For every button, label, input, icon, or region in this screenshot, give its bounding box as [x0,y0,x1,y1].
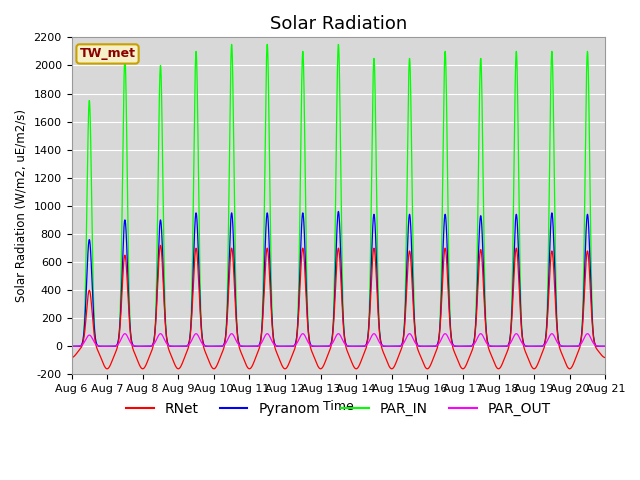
X-axis label: Time: Time [323,400,354,413]
Line: PAR_OUT: PAR_OUT [72,334,605,346]
Line: RNet: RNet [72,245,605,369]
PAR_OUT [584,331,591,336]
PAR_OUT [458,343,465,349]
Pyranom [572,343,580,349]
Title: Solar Radiation: Solar Radiation [270,15,407,33]
RNet [458,365,466,371]
RNet [321,361,328,367]
PAR_OUT [249,343,257,349]
RNet [68,355,76,360]
Pyranom [249,343,257,349]
PAR_IN [572,343,580,349]
PAR_OUT [68,343,76,349]
RNet [249,361,257,367]
PAR_IN [68,343,76,349]
Pyranom [602,343,609,349]
PAR_IN [579,302,587,308]
PAR_OUT [473,337,481,343]
RNet [573,354,580,360]
PAR_OUT [320,343,328,349]
RNet [473,306,481,312]
PAR_OUT [572,343,580,349]
Legend: RNet, Pyranom, PAR_IN, PAR_OUT: RNet, Pyranom, PAR_IN, PAR_OUT [120,396,556,421]
Pyranom [579,313,587,319]
Y-axis label: Solar Radiation (W/m2, uE/m2/s): Solar Radiation (W/m2, uE/m2/s) [15,109,28,302]
PAR_IN [249,343,257,349]
Pyranom [335,209,342,215]
PAR_IN [321,343,328,349]
PAR_IN [458,343,465,349]
RNet [579,317,587,323]
Line: PAR_IN: PAR_IN [72,44,605,346]
RNet [602,355,609,360]
Pyranom [68,343,76,349]
Text: TW_met: TW_met [79,48,136,60]
RNet [103,366,111,372]
PAR_IN [473,276,481,282]
RNet [157,242,164,248]
PAR_IN [228,41,236,47]
Pyranom [473,300,481,305]
PAR_IN [602,343,609,349]
Pyranom [320,343,328,349]
Line: Pyranom: Pyranom [72,212,605,346]
Pyranom [458,343,465,349]
PAR_OUT [579,338,587,344]
PAR_OUT [602,343,609,349]
